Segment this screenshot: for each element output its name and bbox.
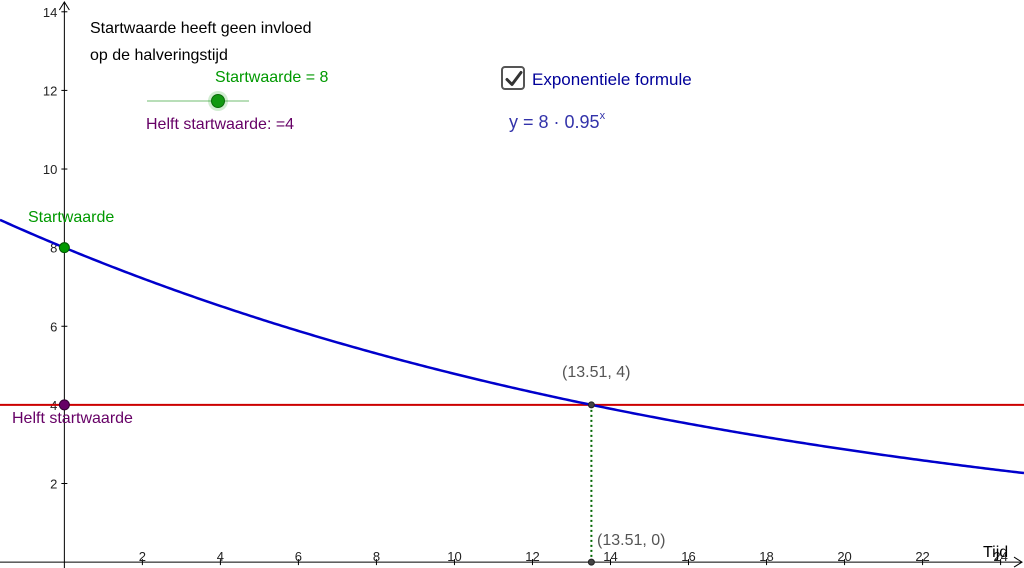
x-tick-label: 20: [837, 549, 851, 564]
y-tick-label: 8: [50, 241, 57, 256]
helft-startwaarde-point-label: Helft startwaarde: [12, 410, 133, 427]
formula-exponent: x: [599, 110, 606, 122]
x-tick-label: 12: [525, 549, 539, 564]
slider-label: Startwaarde = 8: [215, 69, 329, 86]
startwaarde-slider[interactable]: [147, 93, 249, 109]
x-tick-labels: 2 4 6 8 10 12 14 16 18 20 22 24: [139, 549, 1008, 566]
startwaarde-point-label: Startwaarde: [28, 209, 114, 226]
points-layer: Startwaarde Helft startwaarde (13.51, 4) (1…: [12, 209, 665, 566]
exponential-curve[interactable]: [0, 218, 1024, 475]
x-tick-label: 6: [295, 549, 302, 564]
x-axis-label: Tijd: [983, 544, 1008, 561]
formula-checkbox[interactable]: [501, 66, 525, 90]
x-tick-label: 14: [603, 549, 617, 564]
slider-track[interactable]: [147, 100, 249, 102]
x-tick-label: 4: [217, 549, 224, 564]
x-tick-label: 10: [447, 549, 461, 564]
y-tick-label: 10: [43, 162, 57, 177]
formula-base: y = 8 · 0.95: [509, 112, 600, 132]
checkmark-icon: [505, 71, 523, 86]
description-line-2: op de halveringstijd: [90, 47, 228, 64]
helft-startwaarde-point[interactable]: [58, 399, 70, 411]
x-tick-label: 2: [139, 549, 146, 564]
x-tick-label: 18: [759, 549, 773, 564]
y-axis-arrow: [58, 1, 70, 11]
x-tick-label: 24: [993, 549, 1007, 564]
x-tick-label: 22: [915, 549, 929, 564]
y-tick-label: 6: [50, 319, 57, 334]
description-line-1: Startwaarde heeft geen invloed: [90, 20, 312, 37]
checkbox-label[interactable]: Exponentiele formule: [532, 70, 692, 89]
helft-startwaarde-text: Helft startwaarde: =4: [146, 116, 295, 133]
y-tick-label: 12: [43, 83, 57, 98]
y-tick-label: 14: [43, 5, 57, 20]
x-tick-label: 16: [681, 549, 695, 564]
formula-text: y = 8 · 0.95x: [509, 110, 605, 133]
x-axis-arrow: [1013, 556, 1023, 568]
halving-time-point[interactable]: [587, 558, 595, 566]
slider-knob[interactable]: [211, 94, 226, 108]
y-tick-label: 2: [50, 476, 57, 491]
halving-time-point-label: (13.51, 0): [597, 532, 665, 549]
intersection-point-label: (13.51, 4): [562, 364, 630, 381]
intersection-point[interactable]: [587, 401, 595, 409]
x-tick-label: 8: [373, 549, 380, 564]
startwaarde-point[interactable]: [58, 242, 70, 254]
